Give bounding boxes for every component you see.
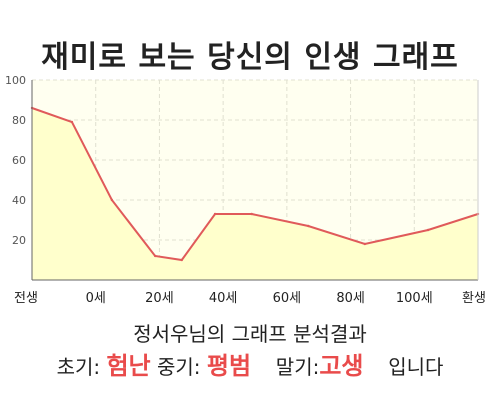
late-value: 고생 — [319, 352, 364, 380]
data-point — [213, 212, 217, 216]
chart-title: 재미로 보는 당신의 인생 그래프 — [41, 40, 459, 75]
x-tick-label: 60세 — [273, 291, 302, 306]
y-tick-label: 40 — [12, 194, 26, 207]
result-suffix: 입니다 — [388, 355, 444, 379]
x-tick-label: 0세 — [86, 291, 106, 306]
data-point — [110, 198, 114, 202]
x-tick-label: 전생 — [14, 291, 38, 306]
data-point — [307, 224, 310, 228]
y-tick-label: 80 — [12, 114, 26, 127]
early-value: 험난 — [106, 352, 151, 380]
x-tick-label: 20세 — [145, 291, 174, 306]
x-tick-label: 100세 — [396, 291, 433, 306]
data-point — [363, 242, 367, 246]
middle-label: 중기: — [157, 355, 201, 379]
x-tick-label: 40세 — [209, 291, 238, 306]
area-fill — [32, 108, 478, 280]
data-point — [426, 228, 430, 232]
data-point — [250, 212, 253, 216]
data-point — [70, 120, 74, 124]
x-tick-label: 환생 — [462, 291, 486, 306]
data-point — [180, 258, 183, 262]
y-tick-label: 100 — [5, 74, 26, 87]
analysis-result: 초기: 험난 중기: 평범 말기:고생 입니다 — [0, 346, 500, 381]
analysis-heading: 정서우님의 그래프 분석결과 — [133, 322, 367, 346]
x-tick-label: 80세 — [336, 291, 365, 306]
late-label: 말기: — [275, 355, 320, 379]
middle-value: 평범 — [206, 352, 252, 380]
y-tick-label: 60 — [12, 154, 26, 167]
early-label: 초기: — [56, 355, 101, 379]
y-tick-label: 20 — [12, 234, 26, 247]
life-graph-chart: 20 40 60 80 100 전생 0세 20세 40세 60세 80세 100세 환생 — [5, 74, 486, 306]
data-point — [153, 254, 157, 258]
